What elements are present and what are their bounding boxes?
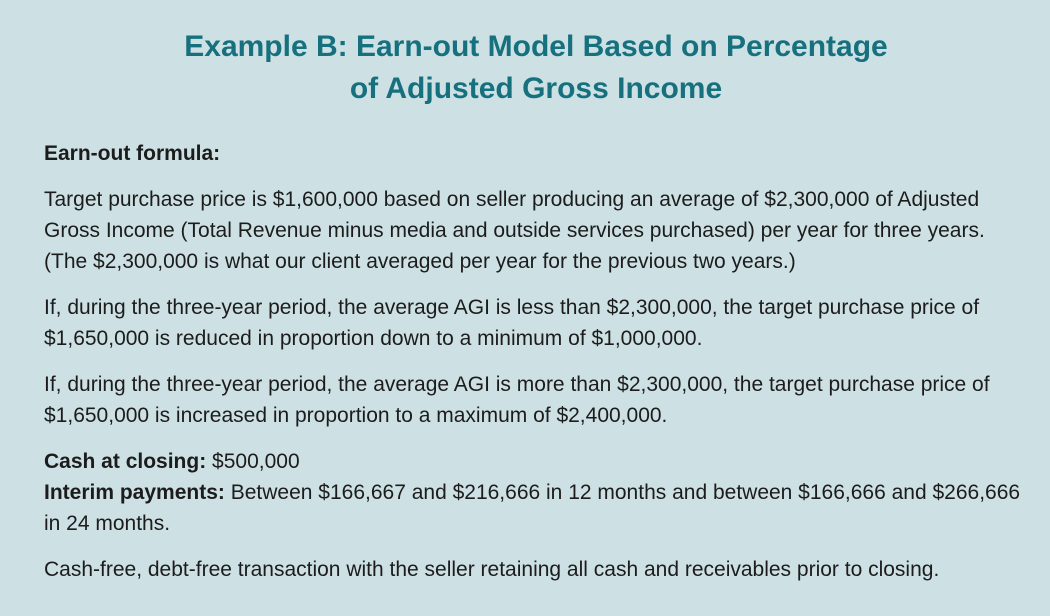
interim-payments-value: Between $166,667 and $216,666 in 12 mont… xyxy=(44,481,1021,535)
cash-at-closing-value: $500,000 xyxy=(212,450,300,473)
document-body: Earn-out formula: Target purchase price … xyxy=(44,138,1028,585)
closing-note-paragraph: Cash-free, debt-free transaction with th… xyxy=(44,558,940,581)
page-title-line-1: Example B: Earn-out Model Based on Perce… xyxy=(184,30,888,63)
interim-payments-label: Interim payments: xyxy=(44,481,225,504)
page-title-line-2: of Adjusted Gross Income xyxy=(349,72,723,105)
interim-payments-line: Interim payments: Between $166,667 and $… xyxy=(44,477,1028,539)
agi-more-than-paragraph: If, during the three-year period, the av… xyxy=(44,373,990,427)
page-title: Example B: Earn-out Model Based on Perce… xyxy=(44,26,1028,110)
cash-at-closing-label: Cash at closing: xyxy=(44,450,207,473)
earn-out-formula-heading: Earn-out formula: xyxy=(44,142,221,165)
cash-at-closing-line: Cash at closing: $500,000 xyxy=(44,446,1028,477)
payment-terms-group: Cash at closing: $500,000 Interim paymen… xyxy=(44,446,1028,539)
target-purchase-price-paragraph: Target purchase price is $1,600,000 base… xyxy=(44,188,985,273)
agi-less-than-paragraph: If, during the three-year period, the av… xyxy=(44,296,980,350)
